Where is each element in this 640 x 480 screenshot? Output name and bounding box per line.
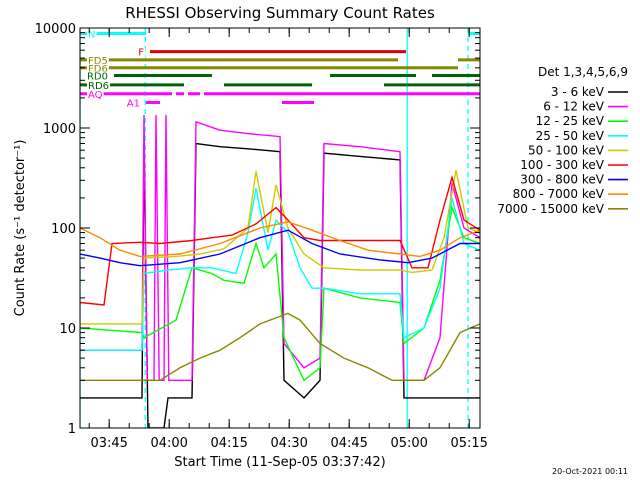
status-label-n: N	[88, 30, 95, 41]
legend-label-7: 800 - 7000 keV	[513, 187, 605, 201]
legend-label-3: 25 - 50 keV	[536, 129, 605, 143]
chart-title: RHESSI Observing Summary Count Rates	[125, 4, 435, 22]
y-tick-label-2: 100	[51, 222, 76, 237]
x-tick-label-4: 04:45	[330, 436, 367, 451]
y-axis-label: Count Rate (s⁻¹ detector⁻¹)	[13, 140, 28, 317]
y-tick-label-3: 1000	[43, 122, 76, 137]
status-label-rd0: RD0	[87, 71, 108, 82]
legend-label-4: 50 - 100 keV	[528, 143, 605, 157]
series-line-4	[80, 169, 480, 325]
footer-timestamp: 20-Oct-2021 00:11	[552, 467, 628, 476]
x-tick-label-0: 03:45	[90, 436, 127, 451]
x-tick-label-6: 05:15	[450, 436, 487, 451]
x-axis-label: Start Time (11-Sep-05 03:37:42)	[174, 455, 385, 470]
status-label-aq: AQ	[88, 90, 103, 101]
legend-label-0: 3 - 6 keV	[551, 85, 605, 99]
status-label-fd5: FD5	[88, 56, 108, 67]
legend-label-5: 100 - 300 keV	[520, 158, 604, 172]
series-line-2	[80, 205, 480, 382]
legend-label-6: 300 - 800 keV	[520, 173, 604, 187]
y-tick-label-0: 1	[68, 422, 76, 437]
x-axis: 03:45 04:00 04:15 04:30 04:45 05:00 05:15	[88, 28, 488, 451]
status-label-fd6: FD6	[88, 64, 108, 75]
series-line-1	[80, 114, 480, 381]
series-line-3	[80, 188, 480, 351]
series-line-5	[80, 174, 480, 306]
legend-title: Det 1,3,4,5,6,9	[538, 65, 628, 79]
series-line-8	[80, 312, 480, 381]
series-line-7	[80, 221, 480, 258]
y-tick-label-1: 10	[59, 322, 76, 337]
status-label-a1: A1	[127, 98, 140, 109]
x-tick-label-2: 04:15	[210, 436, 247, 451]
series-line-6	[80, 229, 480, 267]
status-label-rd6: RD6	[88, 81, 109, 92]
x-tick-label-3: 04:30	[270, 436, 307, 451]
legend-label-8: 7000 - 15000 keV	[497, 202, 604, 216]
y-tick-label-4: 10000	[35, 22, 76, 37]
legend-label-2: 12 - 25 keV	[536, 114, 605, 128]
series-line-0	[80, 142, 480, 428]
x-tick-label-1: 04:00	[150, 436, 187, 451]
x-tick-label-5: 05:00	[390, 436, 427, 451]
y-axis: 1 10 100 1000 10000	[35, 22, 480, 437]
plot-frame	[79, 27, 481, 429]
status-label-f: F	[138, 48, 144, 59]
legend-label-1: 6 - 12 keV	[543, 100, 605, 114]
